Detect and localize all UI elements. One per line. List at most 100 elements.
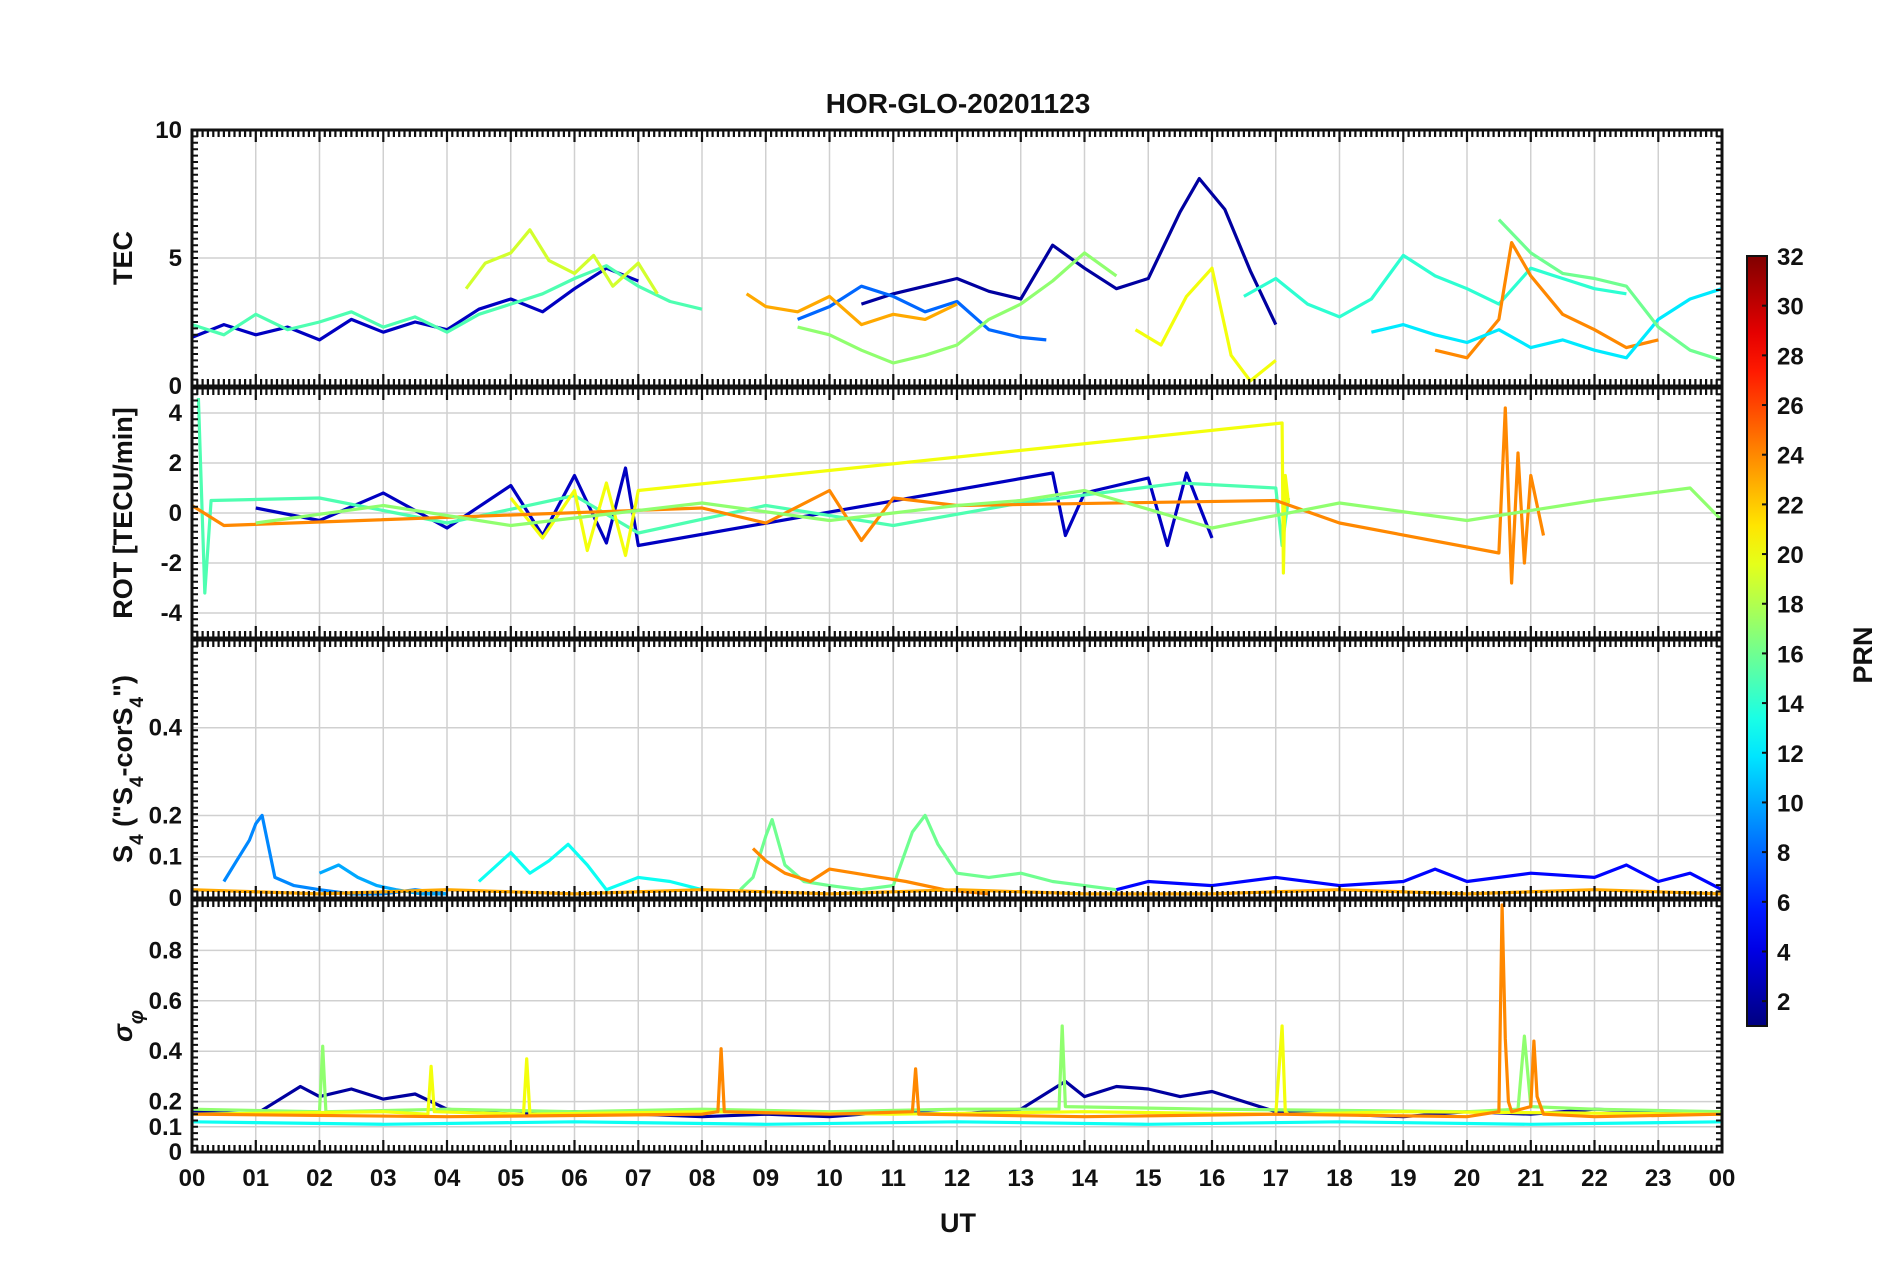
x-tick-label: 11 (881, 1165, 906, 1192)
series-line-prn-17 (255, 486, 1724, 530)
x-tick-label: 19 (1390, 1165, 1417, 1192)
x-tick-label: 02 (306, 1165, 333, 1192)
series-line-prn-20 (191, 1024, 1723, 1116)
minor-ticks-y (192, 129, 1722, 387)
series-line-prn-17 (797, 251, 1118, 365)
series-line-prn-5 (1116, 863, 1723, 892)
colorbar-tick-label: 8 (1777, 840, 1790, 867)
x-tick-labels: 00 01 02 03 04 05 06 07 08 09 10 11 12 13 14 15 16 17 18 19… (179, 1165, 1736, 1192)
colorbar-tick-label: 2 (1777, 989, 1790, 1016)
x-tick-label: 01 (242, 1165, 269, 1192)
y-tick-label: 0 (169, 500, 182, 527)
x-tick-label: 17 (1262, 1165, 1289, 1192)
x-tick-label: 12 (944, 1165, 971, 1192)
y-tick-label: 0.4 (149, 1038, 183, 1065)
x-tick-label: 08 (689, 1165, 716, 1192)
x-tick-label: 05 (497, 1165, 524, 1192)
series-line-prn-23 (745, 292, 958, 327)
y-tick-label: 0.8 (149, 937, 182, 964)
colorbar-tick-label: 30 (1777, 294, 1804, 321)
series-line-prn-24 (191, 406, 1546, 585)
x-tick-label: 00 (179, 1165, 206, 1192)
series-line-prn-16 (1497, 218, 1723, 362)
series-line-prn-3 (255, 466, 1214, 548)
colorbar-tick-label: 12 (1777, 741, 1804, 768)
colorbar-tick-label: 24 (1777, 443, 1804, 470)
colorbar-tick-label: 26 (1777, 393, 1804, 420)
y-tick-label: 4 (169, 400, 183, 427)
x-tick-label: 03 (370, 1165, 397, 1192)
colorbar-label: PRN (1848, 626, 1878, 683)
y-tick-label: 0 (169, 885, 182, 912)
y-tick-label: 0.2 (149, 802, 182, 829)
minor-ticks-y (192, 899, 1722, 1153)
x-tick-label: 07 (625, 1165, 652, 1192)
x-tick-label: 04 (434, 1165, 461, 1192)
series-line-prn-3 (191, 266, 639, 342)
x-axis-label: UT (940, 1208, 976, 1238)
colorbar-tick-label: 22 (1777, 492, 1804, 519)
series-line-prn-13 (191, 1120, 1723, 1126)
x-tick-label: 00 (1709, 1165, 1736, 1192)
series-line-prn-14 (1243, 253, 1627, 319)
panel-tec: 0 5 10 TEC (108, 117, 1724, 400)
colorbar-tick-label: 4 (1777, 939, 1791, 966)
y-tick-label: 0 (169, 1139, 182, 1166)
series-line-prn-15 (196, 397, 1291, 595)
colorbar-tick-label: 6 (1777, 890, 1790, 917)
y-tick-label: 0.6 (149, 988, 182, 1015)
y-tick-label: 0.1 (149, 1114, 182, 1141)
series-line-prn-12 (1371, 287, 1723, 360)
y-tick-label: 10 (155, 117, 182, 144)
colorbar-tick-label: 16 (1777, 641, 1804, 668)
colorbar-tick-label: 18 (1777, 592, 1804, 619)
x-tick-label: 16 (1199, 1165, 1226, 1192)
chart-title: HOR-GLO-20201123 (826, 88, 1091, 119)
y-axis-label-tec: TEC (108, 231, 138, 285)
minor-ticks-y (192, 639, 1722, 899)
minor-ticks-y (192, 387, 1722, 639)
series-line-prn-24 (751, 847, 990, 896)
x-tick-label: 22 (1581, 1165, 1608, 1192)
series-line-prn-2 (860, 177, 1278, 326)
x-tick-label: 14 (1071, 1165, 1098, 1192)
series-line-prn-19 (464, 228, 659, 295)
series-line-prn-20 (1134, 266, 1277, 383)
colorbar-tick-label: 14 (1777, 691, 1804, 718)
x-tick-label: 10 (816, 1165, 843, 1192)
series-line-prn-15 (191, 264, 703, 337)
colorbar-tick-label: 10 (1777, 790, 1804, 817)
series-line-prn-13 (477, 842, 703, 892)
x-tick-label: 06 (561, 1165, 588, 1192)
panel-rot: -4 -2 0 2 4 ROT [TECU/min] (108, 386, 1724, 640)
y-axis-label-s4: S4 ("S4-corS4") (108, 675, 148, 863)
colorbar-tick-label: 32 (1777, 244, 1804, 271)
x-tick-label: 13 (1007, 1165, 1034, 1192)
x-tick-label: 18 (1326, 1165, 1353, 1192)
y-tick-label: 0.1 (149, 844, 182, 871)
y-tick-label: 2 (169, 450, 182, 477)
series-line-prn-24 (1434, 241, 1659, 360)
y-axis-label-rot: ROT [TECU/min] (108, 407, 138, 618)
y-tick-label: -2 (161, 550, 182, 577)
y-tick-label: 0.4 (149, 715, 183, 742)
panel-sigma-phi: 00.10.2 0.4 0.6 0.8 σφ (108, 898, 1724, 1166)
panel-s4: 0 0.1 0.2 0.4S4 ("S4-corS4") (108, 638, 1724, 912)
y-tick-label: 0.2 (149, 1089, 182, 1116)
x-tick-label: 20 (1454, 1165, 1481, 1192)
series-line-prn-8 (797, 284, 1047, 342)
y-axis-label-sigma-phi: σφ (108, 1010, 148, 1042)
colorbar-tick-label: 28 (1777, 343, 1804, 370)
series-line-prn-24 (191, 903, 1723, 1119)
y-tick-label: -4 (161, 600, 183, 627)
x-tick-label: 23 (1645, 1165, 1672, 1192)
colorbar-tick-label: 20 (1777, 542, 1804, 569)
x-tick-label: 21 (1517, 1165, 1544, 1192)
colorbar-gradient (1746, 255, 1768, 1027)
y-tick-label: 5 (169, 245, 182, 272)
x-tick-label: 15 (1135, 1165, 1162, 1192)
series-line-prn-20 (509, 421, 1291, 575)
